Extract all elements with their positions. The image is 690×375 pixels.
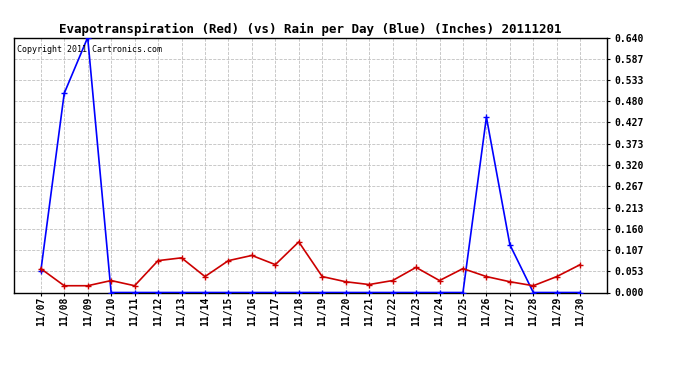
Title: Evapotranspiration (Red) (vs) Rain per Day (Blue) (Inches) 20111201: Evapotranspiration (Red) (vs) Rain per D… — [59, 23, 562, 36]
Text: Copyright 2011 Cartronics.com: Copyright 2011 Cartronics.com — [17, 45, 161, 54]
